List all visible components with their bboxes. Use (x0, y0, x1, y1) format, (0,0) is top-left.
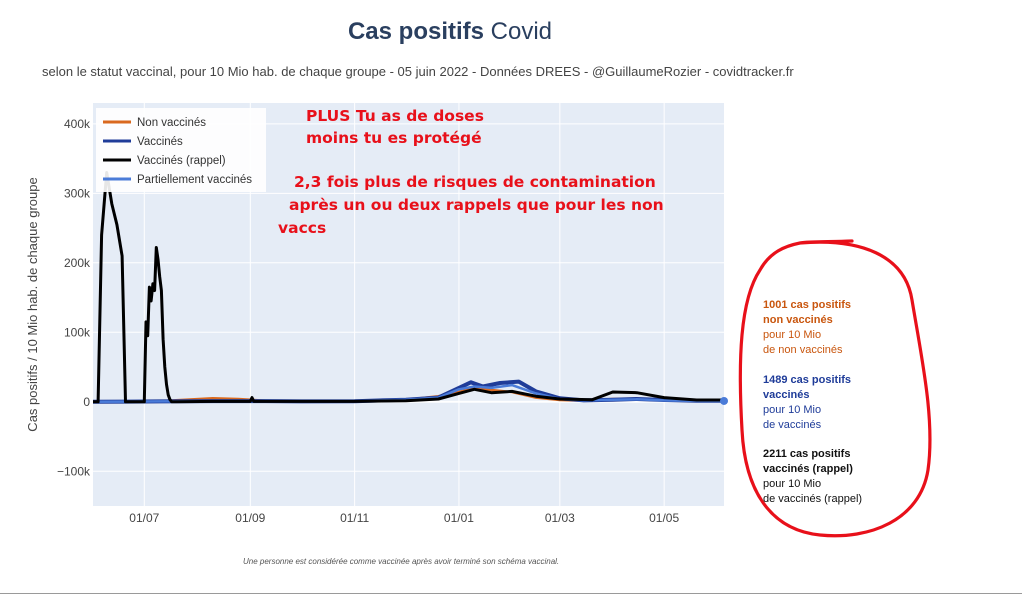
y-axis-label: Cas positifs / 10 Mio hab. de chaque gro… (25, 177, 40, 431)
x-tick-label: 01/09 (235, 511, 265, 525)
legend-entry: Vaccinés (rappel) (137, 155, 226, 167)
annotation-1: PLUS Tu as de doses (306, 107, 484, 125)
series-line-2 (93, 171, 724, 404)
side-line-2: de vaccinés (763, 419, 822, 431)
legend-entry: Partiellement vaccinés (137, 174, 252, 186)
y-tick-label: 0 (83, 395, 90, 409)
annotation-4: après un ou deux rappels que pour les no… (289, 196, 664, 214)
y-tick-label: 100k (64, 325, 91, 339)
side-bold-1: 2211 cas positifs (763, 448, 851, 460)
side-bold-2: vaccinés (rappel) (763, 463, 853, 475)
annotation-5: vaccs (278, 219, 327, 237)
side-line-1: pour 10 Mio (763, 404, 822, 416)
bottom-divider (0, 593, 1022, 594)
side-bold-2: non vaccinés (763, 314, 833, 326)
x-tick-label: 01/11 (340, 511, 369, 525)
x-tick-label: 01/05 (649, 511, 679, 525)
side-line-2: de non vaccinés (763, 344, 843, 356)
x-tick-label: 01/01 (444, 511, 474, 525)
side-bold-1: 1001 cas positifs (763, 299, 852, 311)
annotation-3: 2,3 fois plus de risques de contaminatio… (294, 173, 656, 191)
chart-subtitle: selon le statut vaccinal, pour 10 Mio ha… (42, 64, 794, 79)
legend-entry: Vaccinés (137, 136, 183, 148)
footnote: Une personne est considérée comme vaccin… (243, 557, 560, 566)
side-line-2: de vaccinés (rappel) (763, 493, 863, 505)
y-tick-label: 300k (64, 186, 91, 200)
y-tick-label: −100k (57, 464, 91, 478)
annotation-2: moins tu es protégé (306, 129, 482, 147)
legend-entry: Non vaccinés (137, 117, 206, 129)
side-bold-2: vaccinés (763, 389, 810, 401)
x-tick-label: 01/03 (545, 511, 575, 525)
title-bold: Cas positifs (347, 18, 484, 45)
side-bold-1: 1489 cas positifs (763, 374, 852, 386)
series-end-marker (720, 396, 728, 405)
side-line-1: pour 10 Mio (763, 329, 822, 341)
side-line-1: pour 10 Mio (763, 478, 822, 490)
side-summary-rappel: 2211 cas positifs vaccinés (rappel) pour… (763, 447, 862, 507)
y-tick-label: 200k (64, 256, 91, 270)
x-tick-label: 01/07 (129, 511, 159, 525)
y-tick-label: 400k (64, 117, 91, 131)
title-rest: Covid (490, 18, 553, 45)
side-summary-non-vaccines: 1001 cas positifs non vaccinés pour 10 M… (763, 298, 851, 358)
chart-title: Cas positifs Covid (0, 18, 900, 46)
side-summary-vaccines: 1489 cas positifs vaccinés pour 10 Mio d… (763, 373, 851, 433)
